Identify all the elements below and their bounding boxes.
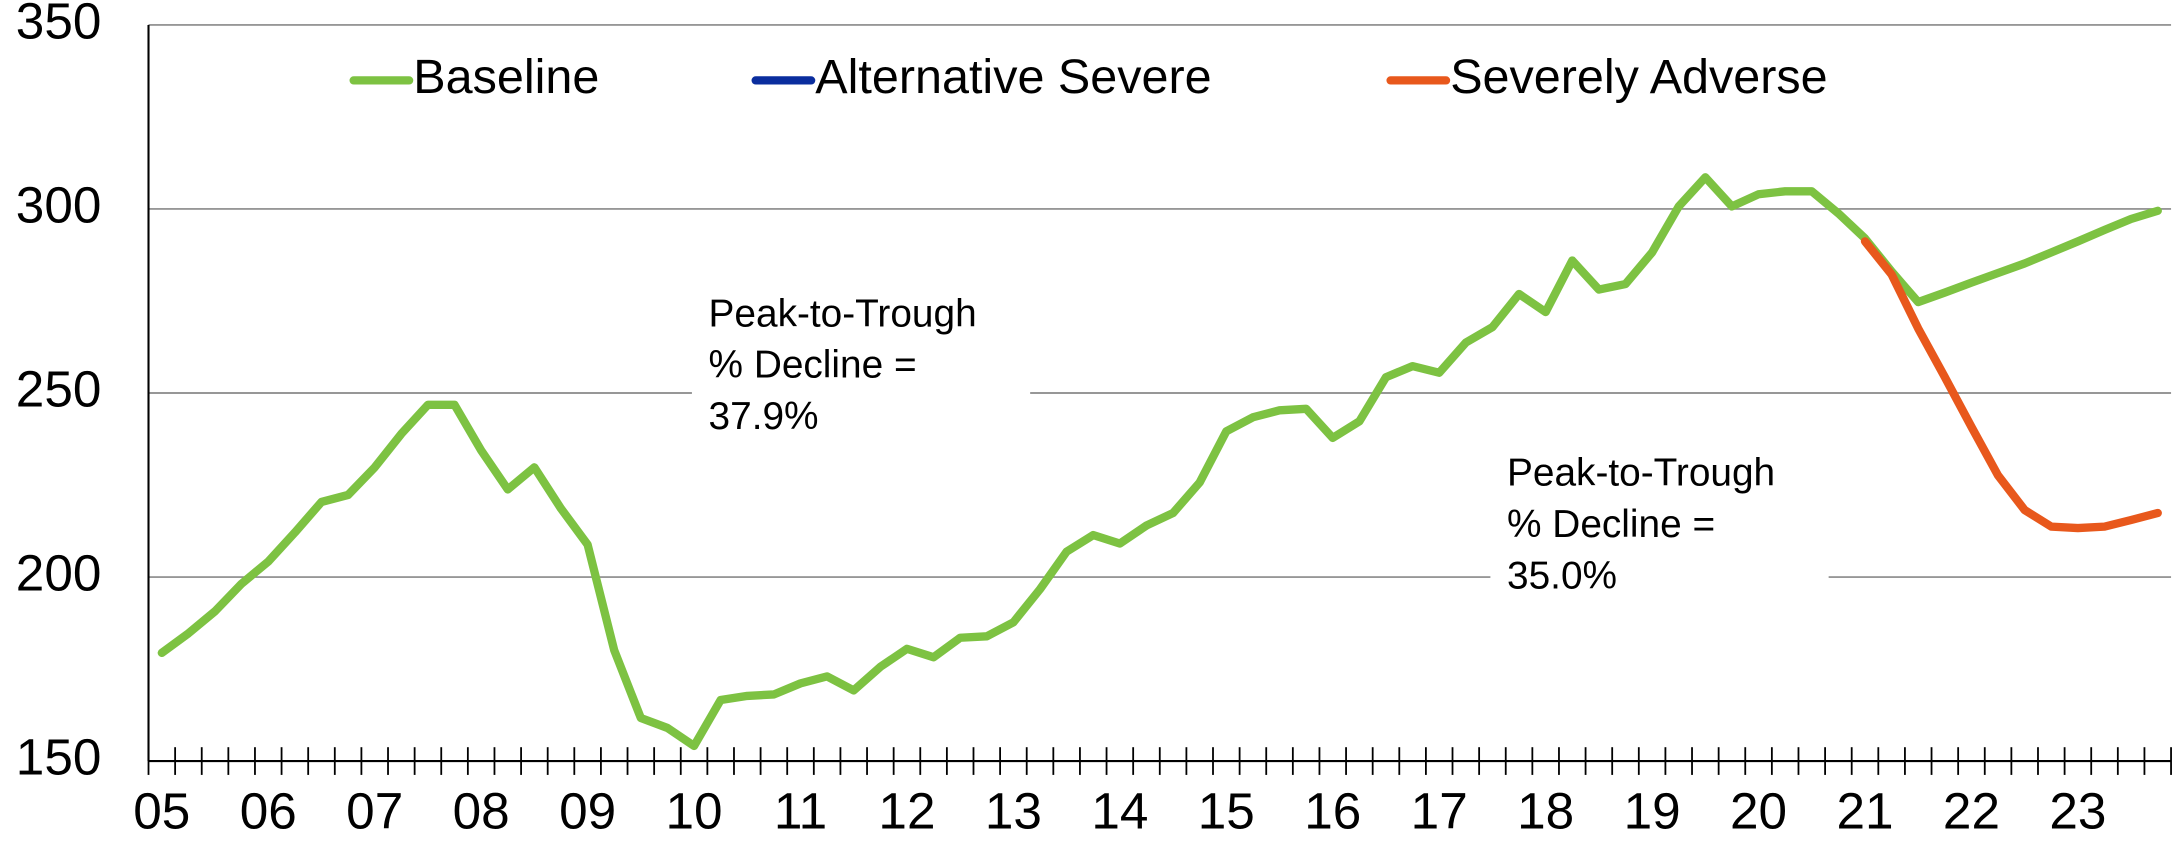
- x-tick-label: 20: [1730, 783, 1787, 840]
- x-tick-label: 10: [666, 783, 723, 840]
- legend-label: Alternative Severe: [815, 50, 1211, 104]
- x-tick-label: 21: [1836, 783, 1893, 840]
- annotation-box: [1490, 447, 1829, 612]
- annotation: Peak-to-Trough: [1507, 452, 1775, 495]
- x-tick-label: 11: [774, 783, 827, 840]
- x-tick-label: 09: [559, 783, 616, 840]
- x-tick-label: 17: [1411, 783, 1468, 840]
- y-tick-label: 250: [16, 361, 102, 418]
- legend-label: Baseline: [413, 50, 599, 104]
- y-tick-label: 150: [16, 729, 102, 786]
- y-tick-label: 200: [16, 545, 102, 602]
- x-tick-label: 12: [878, 783, 935, 840]
- annotation: % Decline =: [709, 344, 917, 387]
- x-tick-label: 19: [1624, 783, 1681, 840]
- x-tick-label: 15: [1198, 783, 1255, 840]
- x-tick-label: 23: [2049, 783, 2106, 840]
- annotation: 35.0%: [1507, 554, 1617, 597]
- series-line: [157, 173, 2162, 751]
- x-tick-label: 13: [985, 783, 1042, 840]
- annotation: % Decline =: [1507, 503, 1715, 546]
- annotation: Peak-to-Trough: [709, 292, 977, 335]
- x-tick-label: 18: [1517, 783, 1574, 840]
- x-tick-label: 07: [346, 783, 403, 840]
- x-tick-label: 08: [453, 783, 510, 840]
- annotation: 37.9%: [709, 395, 819, 438]
- y-tick-label: 350: [16, 0, 102, 49]
- x-tick-label: 16: [1304, 783, 1361, 840]
- x-tick-label: 14: [1091, 783, 1148, 840]
- x-tick-label: 22: [1943, 783, 2000, 840]
- y-tick-label: 300: [16, 177, 102, 234]
- series-line: [1860, 237, 2162, 533]
- annotation-box: [691, 288, 1031, 452]
- x-tick-label: 05: [133, 783, 190, 840]
- x-tick-label: 06: [240, 783, 297, 840]
- legend-label: Severely Adverse: [1450, 50, 1827, 104]
